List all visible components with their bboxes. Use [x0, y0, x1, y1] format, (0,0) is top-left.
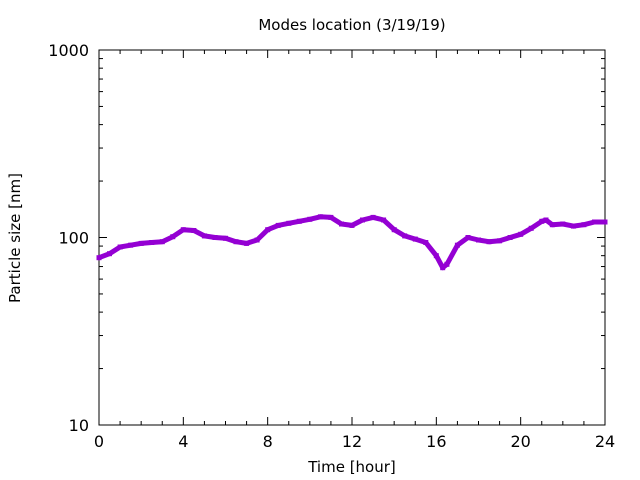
- data-point: [328, 214, 334, 220]
- y-tick-label: 1000: [48, 41, 89, 60]
- data-point: [149, 240, 155, 245]
- data-point: [138, 240, 144, 246]
- data-point: [296, 218, 302, 224]
- data-point: [107, 251, 112, 257]
- x-tick-label: 8: [263, 432, 273, 451]
- data-point: [128, 242, 134, 248]
- x-tick-label: 12: [342, 432, 362, 451]
- data-point: [433, 253, 439, 259]
- data-point: [170, 234, 176, 240]
- data-point: [254, 237, 260, 243]
- data-point: [476, 237, 481, 243]
- data-point: [223, 235, 228, 241]
- data-point: [581, 222, 587, 228]
- data-point: [391, 227, 397, 233]
- data-point: [339, 221, 344, 227]
- y-axis-ticks: 10 100 1000: [48, 41, 605, 435]
- x-tick-label: 4: [178, 432, 188, 451]
- data-point: [486, 239, 492, 245]
- x-tick-label: 0: [94, 432, 104, 451]
- data-point: [307, 216, 313, 222]
- data-point: [528, 225, 534, 231]
- x-tick-label: 20: [510, 432, 530, 451]
- y-tick-label: 10: [69, 416, 89, 435]
- chart-title: Modes location (3/19/19): [258, 16, 445, 34]
- data-point: [96, 255, 102, 261]
- data-point: [212, 235, 218, 240]
- y-tick-label: 100: [58, 229, 89, 248]
- data-point: [286, 220, 292, 226]
- data-point: [244, 240, 250, 246]
- data-point: [275, 222, 281, 228]
- data-point: [602, 219, 608, 225]
- data-point: [370, 214, 376, 220]
- data-point: [402, 233, 408, 239]
- x-axis-ticks: 0 4 8 12 16 20 24: [94, 50, 615, 451]
- data-point: [201, 233, 207, 239]
- data-point: [117, 244, 123, 250]
- data-point: [360, 217, 365, 223]
- data-point: [570, 223, 576, 229]
- data-point: [381, 217, 387, 223]
- series-layer: [96, 214, 608, 271]
- data-point: [180, 227, 186, 233]
- y-axis-title: Particle size [nm]: [6, 173, 24, 303]
- data-point: [507, 235, 513, 240]
- data-point: [440, 265, 446, 271]
- data-point: [497, 238, 503, 244]
- data-point: [543, 217, 549, 223]
- data-point: [265, 227, 271, 233]
- data-point: [444, 261, 450, 267]
- data-point: [317, 214, 323, 220]
- data-point: [423, 240, 429, 245]
- x-tick-label: 16: [426, 432, 446, 451]
- data-point: [539, 218, 545, 224]
- x-tick-label: 24: [595, 432, 615, 451]
- x-axis-title: Time [hour]: [307, 458, 396, 476]
- data-point: [518, 231, 524, 237]
- data-point: [349, 222, 355, 228]
- data-point: [159, 239, 165, 245]
- data-point: [560, 221, 566, 227]
- data-point: [549, 222, 555, 228]
- data-point: [454, 242, 460, 248]
- data-point: [191, 228, 197, 233]
- data-point: [412, 236, 418, 242]
- data-point: [233, 239, 239, 245]
- data-point: [592, 219, 597, 225]
- data-point: [465, 235, 471, 240]
